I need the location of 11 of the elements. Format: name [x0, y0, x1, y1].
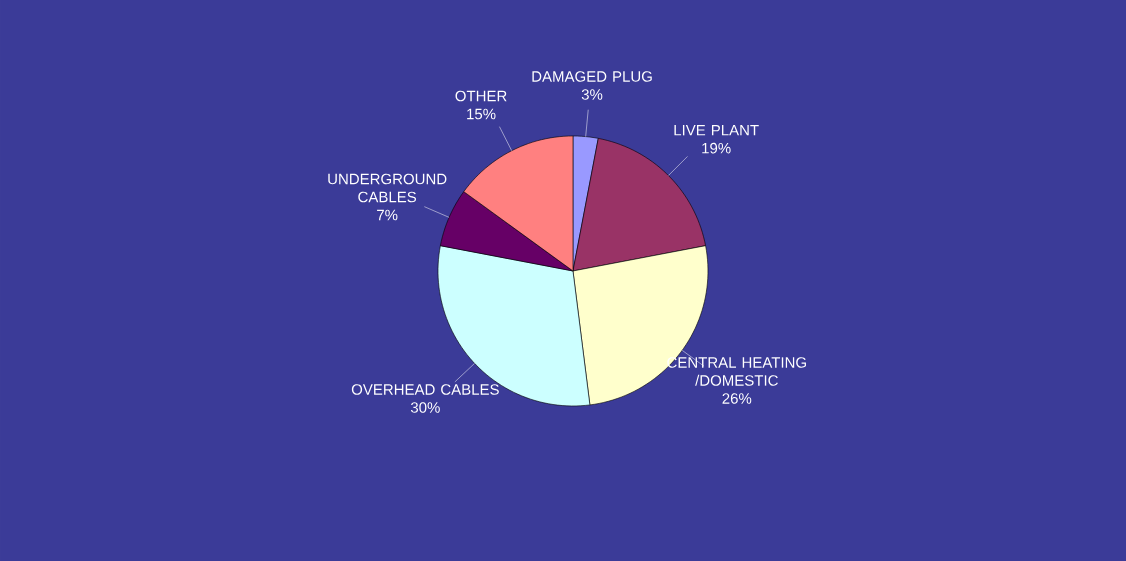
data-label: 15%: [467, 108, 496, 120]
slice-label: OTHER: [455, 90, 507, 102]
data-label: 7%: [377, 209, 398, 221]
data-label: 3%: [581, 89, 603, 100]
data-label: 30%: [410, 402, 440, 413]
data-label: 26%: [722, 393, 752, 404]
slice-label: OVERHEAD CABLES: [351, 384, 499, 395]
data-label: 19%: [702, 142, 731, 154]
slice-label: DAMAGED PLUG: [532, 71, 652, 82]
slice-label: LIVE PLANT: [674, 125, 759, 136]
slice-label: UNDERGROUND CABLES: [328, 173, 447, 203]
